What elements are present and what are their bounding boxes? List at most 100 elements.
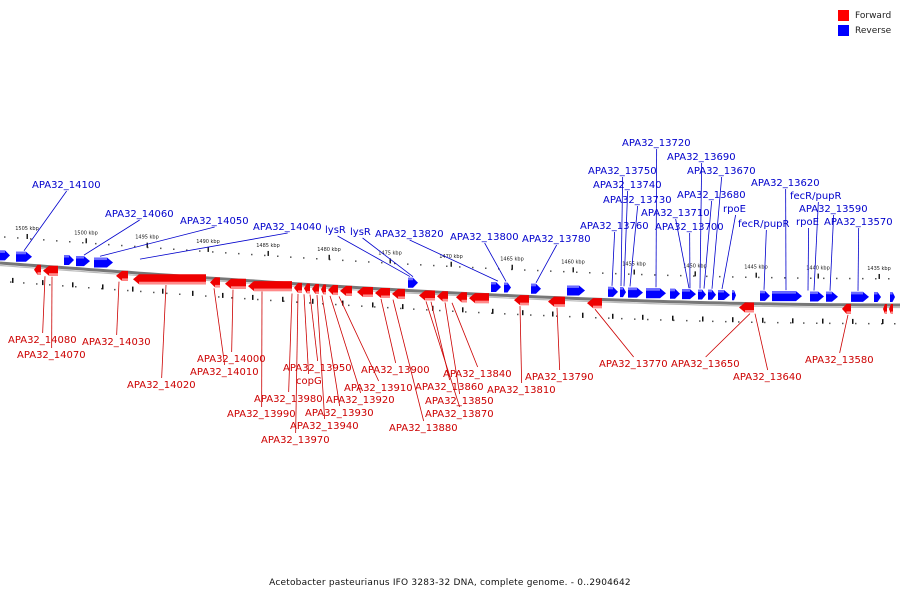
- forward-gene-label: APA32_14030: [82, 337, 151, 348]
- forward-gene-label-leader: [162, 285, 166, 378]
- reverse-gene-label: fecR/pupR: [738, 219, 790, 230]
- reverse-gene-highlight: [64, 255, 69, 258]
- forward-gene-highlight: [139, 282, 206, 285]
- scale-dot-bottom: [530, 314, 532, 316]
- scale-dot-top: [17, 237, 19, 239]
- forward-gene-label-leader: [381, 299, 396, 363]
- reverse-gene-highlight: [0, 250, 5, 253]
- reverse-gene-highlight: [718, 290, 724, 293]
- scale-dot-bottom: [244, 298, 246, 300]
- forward-gene-highlight: [298, 290, 302, 293]
- scale-dot-top: [615, 273, 617, 275]
- forward-gene-highlight: [231, 286, 246, 289]
- forward-gene-highlight: [381, 296, 390, 299]
- forward-gene-highlight: [363, 294, 373, 297]
- forward-gene-label-leader: [840, 315, 848, 353]
- axis-tick-mark: [86, 238, 88, 243]
- forward-gene-label: APA32_13640: [733, 372, 802, 383]
- scale-dot-bottom: [751, 322, 753, 324]
- forward-gene-label: APA32_13580: [805, 355, 874, 366]
- forward-gene-highlight: [333, 293, 338, 296]
- scale-dot-bottom: [452, 311, 454, 313]
- scale-dot-top: [290, 256, 292, 258]
- axis-tick-mark: [268, 251, 270, 256]
- scale-dot-top: [238, 253, 240, 255]
- axis-tick-label: 1450 kbp: [683, 263, 707, 269]
- scale-dot-bottom: [608, 317, 610, 319]
- scale-dot-top: [225, 252, 227, 254]
- axis-minor-tick: [702, 317, 704, 322]
- scale-dot-top: [355, 260, 357, 262]
- axis-minor-tick: [822, 319, 824, 324]
- scale-dot-top: [264, 255, 266, 257]
- forward-gene-label: APA32_13920: [326, 395, 395, 406]
- scale-dot-top: [628, 273, 630, 275]
- axis-minor-tick: [492, 309, 494, 314]
- reverse-gene-label: APA32_13750: [588, 166, 657, 177]
- axis-tick-mark: [451, 262, 453, 267]
- scale-dot-bottom: [387, 307, 389, 309]
- scale-dot-top: [862, 278, 864, 280]
- scale-dot-bottom: [348, 305, 350, 307]
- axis-tick-label: 1445 kbp: [744, 265, 768, 271]
- reverse-gene-label: rpoE: [723, 204, 746, 215]
- forward-gene-label-leader: [595, 309, 634, 357]
- reverse-gene-label: lysR: [325, 225, 346, 236]
- scale-dot-top: [823, 278, 825, 280]
- forward-gene-highlight: [745, 310, 754, 313]
- forward-gene-label-leader: [452, 303, 478, 367]
- scale-dot-bottom: [231, 297, 233, 299]
- reverse-gene-highlight: [732, 290, 734, 293]
- axis-minor-tick: [732, 317, 734, 322]
- reverse-gene-label: APA32_13820: [375, 229, 444, 240]
- scale-dot-bottom: [153, 292, 155, 294]
- forward-gene-highlight: [49, 273, 58, 276]
- scale-dot-top: [524, 269, 526, 271]
- reverse-gene-highlight: [698, 290, 702, 293]
- scale-dot-top: [849, 278, 851, 280]
- scale-dot-top: [277, 256, 279, 258]
- reverse-gene-label-leader: [858, 228, 859, 291]
- reverse-gene-highlight: [94, 258, 107, 261]
- scale-dot-bottom: [88, 287, 90, 289]
- forward-gene-label: APA32_13850: [425, 396, 494, 407]
- axis-minor-tick: [552, 312, 554, 317]
- axis-minor-tick: [792, 318, 794, 323]
- scale-dot-bottom: [205, 295, 207, 297]
- forward-gene-label: APA32_14080: [8, 335, 77, 346]
- reverse-gene-label: APA32_14050: [180, 216, 249, 227]
- reverse-gene-label: fecR/pupR: [790, 191, 842, 202]
- axis-minor-tick: [102, 284, 104, 289]
- forward-gene-label-leader: [755, 314, 768, 370]
- forward-gene-highlight: [122, 278, 128, 281]
- scale-dot-bottom: [62, 285, 64, 287]
- scale-dot-top: [836, 278, 838, 280]
- forward-gene-highlight: [520, 303, 529, 306]
- forward-swatch: [838, 10, 849, 21]
- forward-gene-label: APA32_13880: [389, 423, 458, 434]
- axis-minor-tick: [522, 310, 524, 315]
- scale-dot-top: [485, 268, 487, 270]
- axis-tick-label: 1435 kbp: [867, 266, 891, 272]
- forward-gene-highlight: [324, 292, 327, 295]
- scale-dot-bottom: [179, 294, 181, 296]
- reverse-gene-label: APA32_13680: [677, 190, 746, 201]
- reverse-gene-highlight: [628, 288, 637, 291]
- forward-gene-label: APA32_13990: [227, 409, 296, 420]
- forward-gene-label: APA32_13840: [443, 369, 512, 380]
- forward-gene-label: APA32_13810: [487, 385, 556, 396]
- scale-dot-bottom: [335, 304, 337, 306]
- forward-gene-highlight: [443, 299, 449, 302]
- forward-gene-label: copG: [296, 376, 322, 387]
- axis-tick-label: 1485 kbp: [256, 243, 280, 249]
- scale-dot-bottom: [686, 320, 688, 322]
- forward-gene-label-leader: [310, 295, 318, 361]
- forward-gene-label-leader: [117, 282, 119, 335]
- axis-tick-mark: [512, 265, 514, 270]
- axis-minor-tick: [312, 299, 314, 304]
- forward-gene-label-leader: [393, 300, 424, 421]
- scale-dot-bottom: [868, 323, 870, 325]
- axis-minor-tick: [282, 297, 284, 302]
- axis-minor-tick: [372, 302, 374, 307]
- scale-dot-top: [82, 242, 84, 244]
